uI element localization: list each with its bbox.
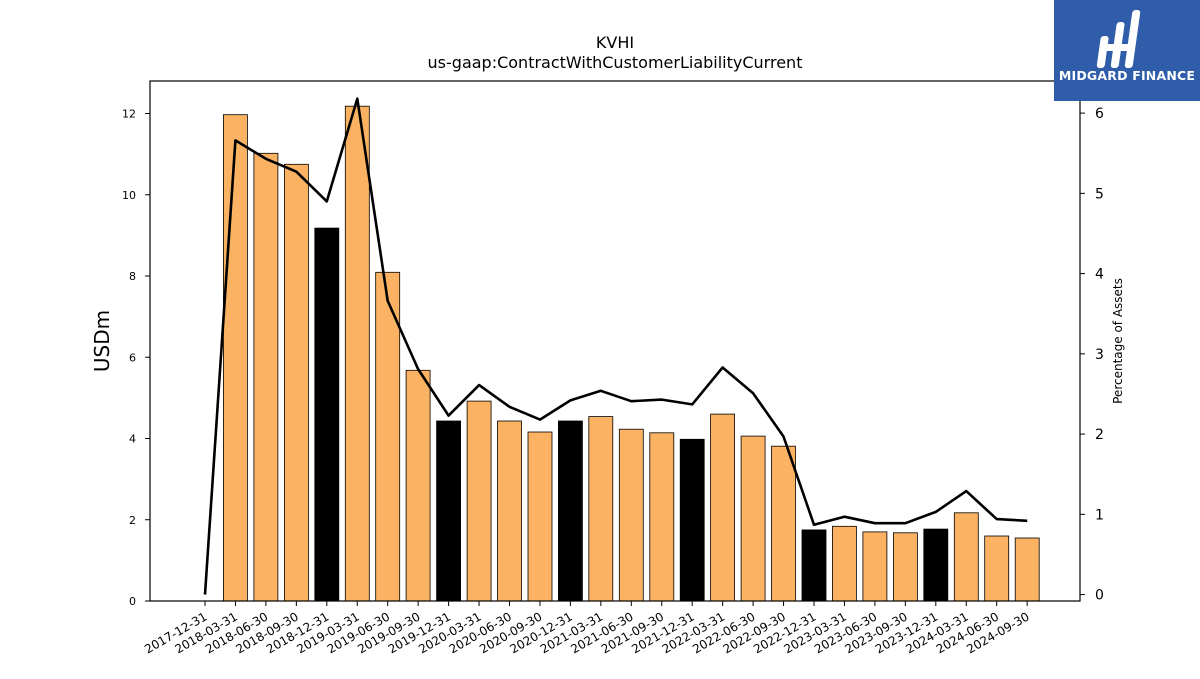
chart-title: KVHI [596, 33, 634, 52]
bar-2018-06-30 [253, 152, 279, 602]
bar-2022-12-31 [801, 529, 827, 602]
bar-2024-09-30 [1014, 537, 1040, 602]
bar-2019-03-31 [344, 105, 370, 602]
bar-2019-06-30 [375, 271, 401, 602]
bar-2024-03-31 [953, 512, 979, 602]
y-axis-label: USDm [90, 310, 114, 372]
y-tick-label: 10 [122, 189, 136, 202]
bar-2021-09-30 [649, 432, 675, 602]
bar-2023-12-31 [923, 528, 949, 602]
y-tick-label: 0 [129, 595, 136, 608]
y2-tick-label: 2 [1095, 427, 1104, 443]
bar-2018-09-30 [283, 163, 309, 602]
bar-2023-03-31 [832, 525, 857, 602]
bar-2021-03-31 [588, 416, 614, 602]
y-tick-label: 2 [129, 514, 136, 527]
y2-tick-label: 6 [1095, 106, 1104, 122]
y2-tick-label: 1 [1095, 507, 1104, 523]
bar-2020-09-30 [527, 431, 553, 602]
bar-2020-06-30 [497, 420, 522, 602]
bar-2022-06-30 [740, 435, 766, 602]
bar-2018-12-31 [314, 227, 340, 602]
chart-subtitle: us-gaap:ContractWithCustomerLiabilityCur… [428, 53, 803, 72]
bar-2019-12-31 [436, 420, 462, 602]
bar-2018-03-31 [222, 114, 248, 602]
bar-2020-03-31 [466, 400, 492, 602]
y-tick-label: 12 [122, 108, 136, 121]
y2-tick-label: 0 [1095, 588, 1104, 604]
bar-2021-06-30 [618, 428, 644, 602]
y2-tick-label: 5 [1095, 186, 1104, 202]
bar-2019-09-30 [405, 369, 431, 602]
y-tick-label: 4 [129, 433, 136, 446]
y2-tick-label: 3 [1095, 347, 1104, 363]
bar-2023-06-30 [862, 531, 888, 602]
bar-2023-09-30 [893, 532, 918, 602]
y2-axis-label: Percentage of Assets [1111, 278, 1125, 404]
y2-tick-label: 4 [1095, 267, 1104, 283]
bar-2022-09-30 [771, 445, 796, 602]
bar-2024-06-30 [984, 535, 1010, 602]
logo-text: MIDGARD FINANCE [1058, 68, 1196, 83]
y-tick-label: 6 [129, 351, 136, 364]
bar-2021-12-31 [679, 438, 705, 602]
bar-2020-12-31 [558, 420, 583, 602]
bar-2022-03-31 [710, 413, 735, 602]
percentage-of-assets-line [203, 97, 1028, 595]
plot-frame [149, 80, 1081, 602]
midgard-finance-logo: MIDGARD FINANCE [1054, 0, 1200, 101]
y-tick-label: 8 [129, 270, 136, 283]
midgard-logo-icon [1096, 10, 1141, 68]
